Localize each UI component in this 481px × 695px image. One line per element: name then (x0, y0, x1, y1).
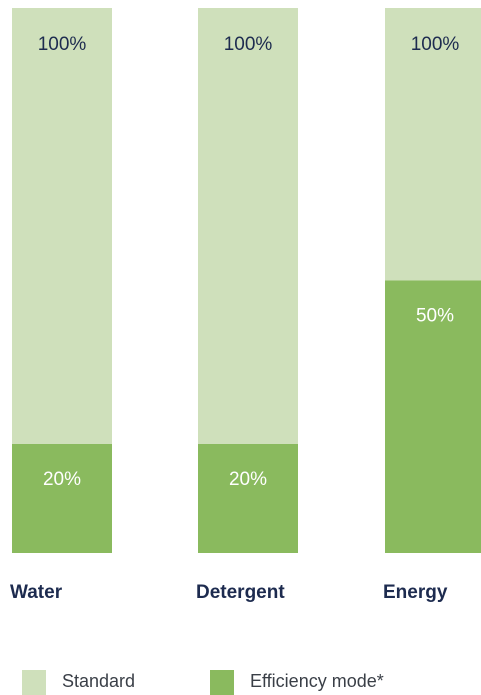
category-label-detergent: Detergent (196, 582, 285, 603)
label-efficiency-water: 20% (43, 469, 81, 490)
label-standard-water: 100% (38, 34, 87, 55)
category-label-energy: Energy (383, 582, 448, 603)
label-standard-energy: 100% (411, 34, 460, 55)
legend-label-efficiency: Efficiency mode* (250, 671, 384, 691)
legend-swatch-standard (22, 670, 46, 695)
category-label-water: Water (10, 582, 63, 603)
label-efficiency-detergent: 20% (229, 469, 267, 490)
bar-efficiency-detergent (198, 444, 298, 553)
bar-efficiency-water (12, 444, 112, 553)
label-standard-detergent: 100% (224, 34, 273, 55)
bar-chart: 100% 20% Water 100% 20% Detergent 100% 50% Energ… (10, 8, 481, 603)
label-efficiency-energy: 50% (416, 306, 454, 327)
bar-efficiency-energy (385, 280, 481, 553)
legend-label-standard: Standard (62, 671, 136, 691)
legend-swatch-efficiency (210, 670, 234, 695)
